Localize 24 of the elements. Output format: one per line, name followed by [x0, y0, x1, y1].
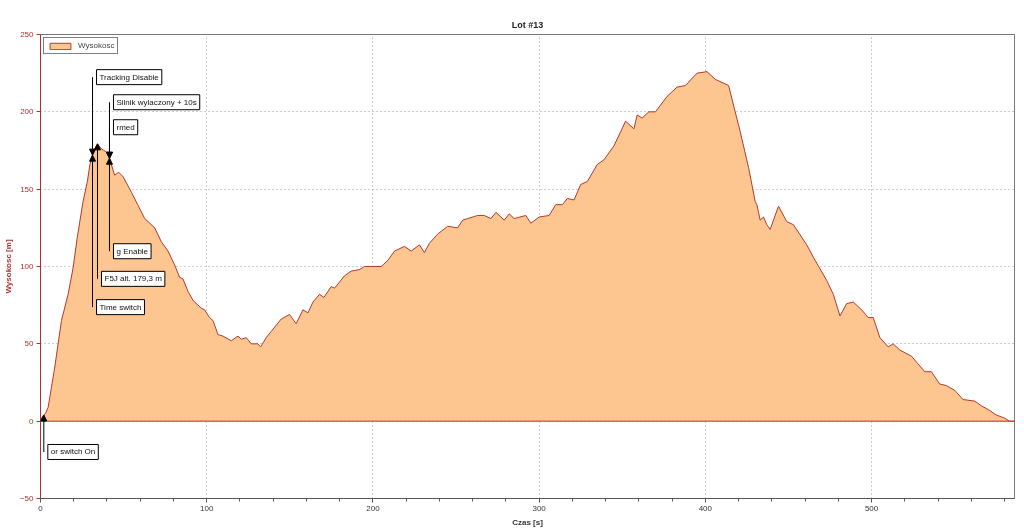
x-tick-label: 400	[698, 503, 713, 513]
y-tick-label: 250	[20, 30, 35, 39]
annotation: or switch On	[50, 447, 96, 457]
annotation: rmed	[116, 122, 135, 132]
x-tick-label: 200	[366, 503, 381, 513]
annotation: g Enable	[116, 246, 149, 256]
y-tick-label: 0	[29, 416, 35, 426]
y-tick-label: 200	[20, 107, 35, 117]
annotation: Silnik wylaczony + 10s	[116, 97, 197, 107]
y-axis-title: Wysokosc [m]	[3, 239, 13, 294]
x-tick-label: 100	[200, 503, 214, 513]
y-tick-label: 100	[20, 262, 35, 271]
x-tick-label: 500	[864, 503, 879, 513]
chart-title: Lot #13	[511, 19, 544, 30]
x-tick-label: 300	[532, 503, 547, 513]
y-tick-label: −50	[19, 494, 35, 503]
y-tick-label: 150	[20, 184, 35, 194]
x-axis-title: Czas [s]	[512, 517, 544, 527]
annotation: Tracking Disable	[99, 72, 160, 82]
legend-label: Wysokosc	[78, 41, 115, 50]
annotation: Time switch	[99, 302, 142, 312]
annotation: F5J alt. 179,3 m	[104, 274, 163, 284]
x-tick-label: 0	[38, 503, 44, 513]
y-tick-label: 50	[24, 339, 35, 349]
